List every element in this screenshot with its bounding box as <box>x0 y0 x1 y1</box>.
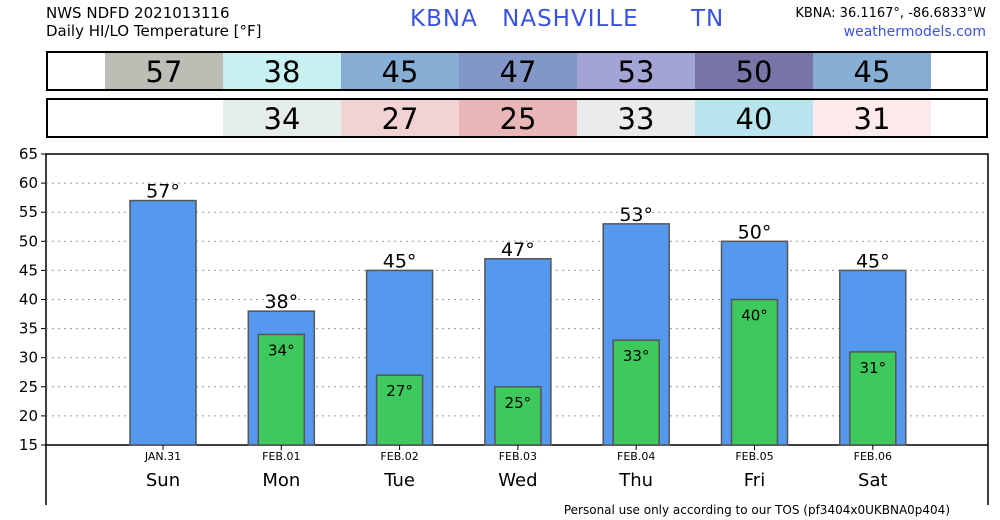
date-label: JAN.31 <box>144 450 181 463</box>
high-temp-label: 45° <box>383 250 417 272</box>
high-temp-cell: 53 <box>577 53 695 89</box>
y-tick-label: 55 <box>19 203 38 221</box>
day-label: Wed <box>498 470 537 491</box>
day-label: Mon <box>262 470 300 491</box>
low-temp-cell: 27 <box>341 100 459 136</box>
day-label: Tue <box>383 470 415 491</box>
low-temp-cell: 33 <box>577 100 695 136</box>
high-temp-cell: 45 <box>813 53 931 89</box>
y-tick-label: 40 <box>19 291 38 309</box>
high-temp-cell: 50 <box>695 53 813 89</box>
high-temp-label: 38° <box>264 291 298 313</box>
high-temp-label: 53° <box>619 204 653 226</box>
y-tick-label: 25 <box>19 378 38 396</box>
y-tick-label: 65 <box>19 145 38 163</box>
low-temp-label: 25° <box>505 394 532 412</box>
low-temp-label: 40° <box>741 307 768 325</box>
date-label: FEB.01 <box>262 450 300 463</box>
high-temp-cell: 57 <box>105 53 223 89</box>
station-state: TN <box>690 6 725 32</box>
date-label: FEB.02 <box>380 450 418 463</box>
station-coords: KBNA: 36.1167°, -86.6833°W <box>795 6 986 21</box>
low-temp-bar <box>257 333 306 446</box>
low-temp-cell: 40 <box>695 100 813 136</box>
location-info: KBNA: 36.1167°, -86.6833°W weathermodels… <box>795 4 986 42</box>
high-temp-bar <box>129 199 197 446</box>
low-temp-row: 34 27 25 33 40 31 <box>46 98 988 138</box>
low-temp-cell: 34 <box>223 100 341 136</box>
low-temp-bar <box>494 386 542 446</box>
product-subtitle: Daily HI/LO Temperature [°F] <box>46 22 262 40</box>
low-temp-cell: 31 <box>813 100 931 136</box>
site-link[interactable]: weathermodels.com <box>843 24 986 40</box>
day-label: Sat <box>858 470 888 491</box>
high-temp-label: 57° <box>146 181 180 203</box>
high-temp-row: 57 38 45 47 53 50 45 <box>46 51 988 91</box>
footer-disclaimer: Personal use only according to our TOS (… <box>563 503 950 517</box>
high-temp-label: 47° <box>501 239 535 261</box>
date-label: FEB.05 <box>735 450 773 463</box>
low-temp-label: 34° <box>268 341 295 359</box>
low-temp-bar <box>375 374 424 446</box>
product-header: NWS NDFD 2021013116 Daily HI/LO Temperat… <box>46 4 262 40</box>
date-label: FEB.03 <box>499 450 537 463</box>
high-temp-cell: 45 <box>341 53 459 89</box>
low-temp-label: 27° <box>386 382 413 400</box>
low-temp-cell <box>105 100 223 136</box>
product-line: NWS NDFD 2021013116 <box>46 4 230 22</box>
high-temp-cell: 38 <box>223 53 341 89</box>
day-label: Sun <box>146 470 180 491</box>
y-tick-label: 15 <box>19 436 38 454</box>
station-city: NASHVILLE <box>502 6 639 32</box>
y-tick-label: 35 <box>19 320 38 338</box>
station-title: KBNA NASHVILLE TN <box>410 6 740 32</box>
low-temp-bar <box>849 351 897 446</box>
high-temp-cell: 47 <box>459 53 577 89</box>
day-label: Thu <box>618 470 653 491</box>
y-tick-label: 50 <box>19 232 38 250</box>
low-temp-bar <box>612 339 660 446</box>
date-label: FEB.04 <box>617 450 655 463</box>
high-temp-label: 45° <box>856 250 890 272</box>
high-temp-label: 50° <box>738 221 772 243</box>
low-temp-cell: 25 <box>459 100 577 136</box>
y-tick-label: 45 <box>19 261 38 279</box>
y-tick-label: 60 <box>19 174 38 192</box>
temperature-bar-chart: 15 20 25 30 35 40 45 50 55 60 65 57° JAN.31 Sun 38° 34°… <box>19 145 989 505</box>
date-label: FEB.06 <box>854 450 892 463</box>
low-temp-label: 31° <box>860 359 887 377</box>
low-temp-label: 33° <box>623 347 650 365</box>
day-label: Fri <box>744 470 765 491</box>
y-tick-label: 20 <box>19 407 38 425</box>
low-temp-bar <box>730 298 779 446</box>
station-code: KBNA <box>410 6 478 32</box>
y-tick-label: 30 <box>19 349 38 367</box>
